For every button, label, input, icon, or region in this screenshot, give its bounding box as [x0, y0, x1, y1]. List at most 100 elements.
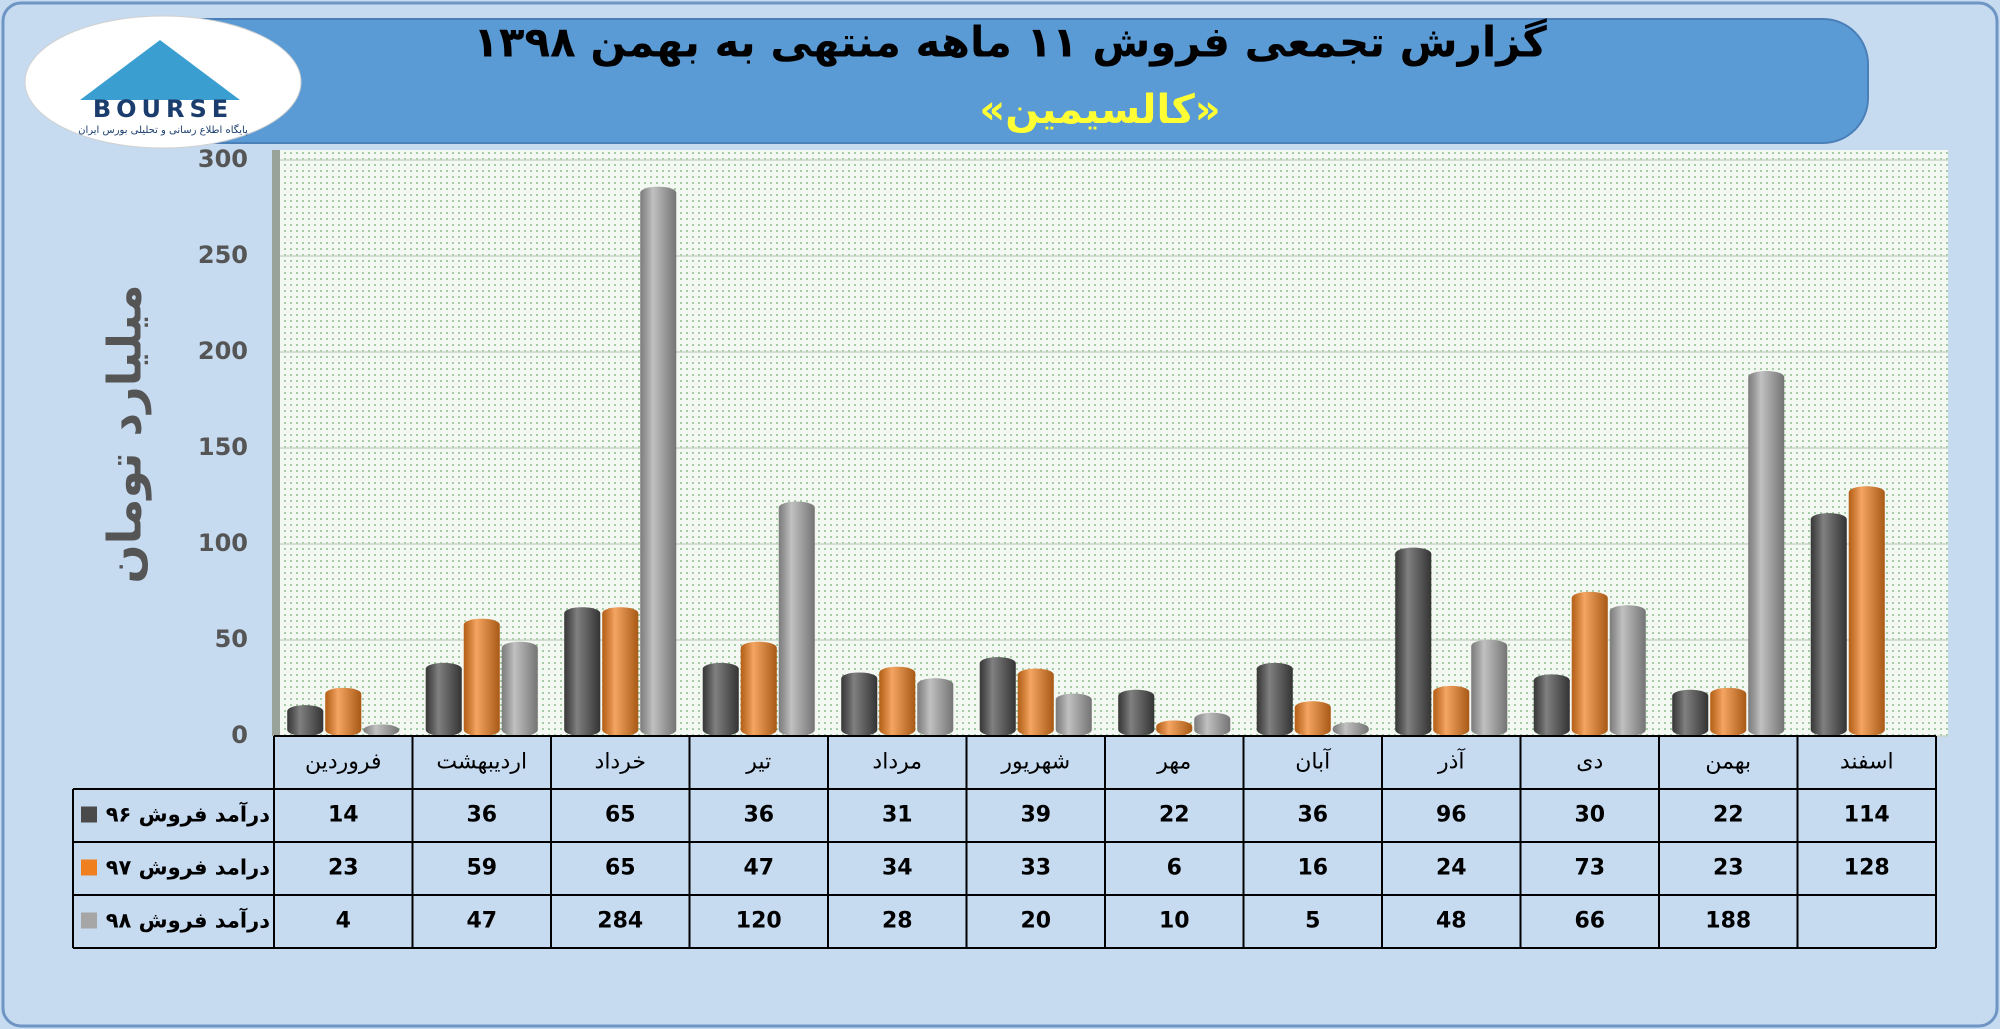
bar	[1118, 689, 1155, 736]
table-value: 28	[882, 909, 913, 934]
bar	[841, 672, 878, 736]
y-tick-label: 300	[198, 145, 248, 173]
bar	[1395, 547, 1432, 736]
bar	[602, 607, 639, 736]
table-value: 16	[1297, 856, 1328, 881]
bar	[702, 662, 739, 736]
x-tick-label: اسفند	[1840, 750, 1894, 775]
table-value: 47	[466, 909, 497, 934]
table-value: 47	[743, 856, 774, 881]
bar	[979, 657, 1016, 736]
legend-swatch	[81, 859, 97, 876]
table-value: 36	[743, 803, 774, 828]
logo-tagline: پایگاه اطلاع رسانی و تحلیلی بورس ایران	[78, 124, 248, 136]
bar	[1710, 687, 1747, 736]
y-tick-label: 0	[231, 721, 248, 749]
table-value: 188	[1705, 909, 1751, 934]
bar	[1017, 668, 1054, 736]
y-tick-label: 150	[198, 433, 248, 461]
table-value: 284	[597, 909, 643, 934]
table-value: 96	[1436, 803, 1467, 828]
x-tick-label: مهر	[1156, 750, 1191, 775]
table-value: 114	[1844, 803, 1890, 828]
bar	[917, 678, 954, 736]
bar	[287, 705, 324, 736]
x-tick-label: بهمن	[1705, 750, 1751, 775]
table-value: 34	[882, 856, 913, 881]
chart-subtitle: «کالسیمین»	[979, 87, 1220, 133]
bar	[1194, 712, 1231, 736]
legend-swatch	[81, 912, 97, 929]
bar	[1609, 605, 1646, 736]
table-value: 66	[1574, 909, 1605, 934]
bar	[463, 618, 500, 736]
bar	[501, 641, 538, 736]
bar	[1294, 701, 1331, 736]
x-tick-label: مرداد	[872, 750, 922, 775]
logo-mark	[80, 40, 240, 100]
legend-label: درآمد فروش ۹۸	[106, 908, 271, 933]
bar	[640, 186, 677, 737]
bar	[1810, 513, 1847, 736]
table-value: 20	[1020, 909, 1051, 934]
legend-swatch	[81, 806, 97, 823]
x-tick-label: فروردین	[305, 750, 382, 775]
table-value: 10	[1159, 909, 1190, 934]
x-tick-label: خرداد	[595, 750, 646, 775]
table-value: 31	[882, 803, 913, 828]
table-value: 36	[466, 803, 497, 828]
y-tick-label: 50	[215, 625, 248, 653]
chart-title: گزارش تجمعی فروش ۱۱ ماهه منتهی به بهمن ۱…	[473, 18, 1547, 68]
bar	[363, 724, 400, 736]
x-tick-label: دی	[1576, 750, 1603, 775]
x-tick-label: اردیبهشت	[436, 750, 527, 775]
legend-label: درامد فروش ۹۷	[106, 856, 271, 880]
x-tick-label: شهریور	[1000, 750, 1070, 775]
y-tick-label: 100	[198, 529, 248, 557]
bar	[879, 666, 916, 736]
table-value: 59	[466, 856, 497, 881]
table-value: 5	[1305, 909, 1320, 934]
bar	[1256, 662, 1293, 736]
bar	[425, 662, 462, 736]
table-value: 30	[1574, 803, 1605, 828]
legend-label: درآمد فروش ۹۶	[106, 802, 271, 827]
table-value: 39	[1020, 803, 1051, 828]
bar	[325, 687, 362, 736]
bar	[1748, 371, 1785, 736]
table-value: 33	[1020, 856, 1051, 881]
table-value: 36	[1297, 803, 1328, 828]
table-value: 23	[1713, 856, 1744, 881]
table-value: 14	[328, 803, 359, 828]
bar	[564, 607, 601, 736]
bar	[1848, 486, 1885, 736]
bar	[1471, 639, 1508, 736]
x-tick-label: آذر	[1437, 748, 1465, 775]
bar	[1433, 685, 1470, 736]
table-value: 4	[336, 909, 351, 934]
y-axis-label: میلیارد تومان	[98, 284, 152, 583]
bar	[1156, 720, 1193, 736]
bar	[1533, 674, 1570, 736]
table-value: 6	[1167, 856, 1182, 881]
bar	[1571, 591, 1608, 736]
table-value: 65	[605, 856, 636, 881]
y-tick-label: 250	[198, 241, 248, 269]
x-tick-label: آبان	[1295, 748, 1331, 775]
bar	[1055, 693, 1092, 736]
bar	[778, 501, 815, 736]
bar	[740, 641, 777, 736]
table-value: 24	[1436, 856, 1467, 881]
table-value: 128	[1844, 856, 1890, 881]
y-tick-label: 200	[198, 337, 248, 365]
table-value: 23	[328, 856, 359, 881]
bar	[1672, 689, 1709, 736]
logo-brand: BOURSE	[93, 95, 233, 123]
bar	[1332, 722, 1369, 736]
plot-wall	[272, 150, 280, 736]
table-value: 120	[736, 909, 782, 934]
x-tick-label: تیر	[745, 750, 771, 775]
plot-area	[278, 150, 1948, 736]
table-value: 22	[1159, 803, 1190, 828]
